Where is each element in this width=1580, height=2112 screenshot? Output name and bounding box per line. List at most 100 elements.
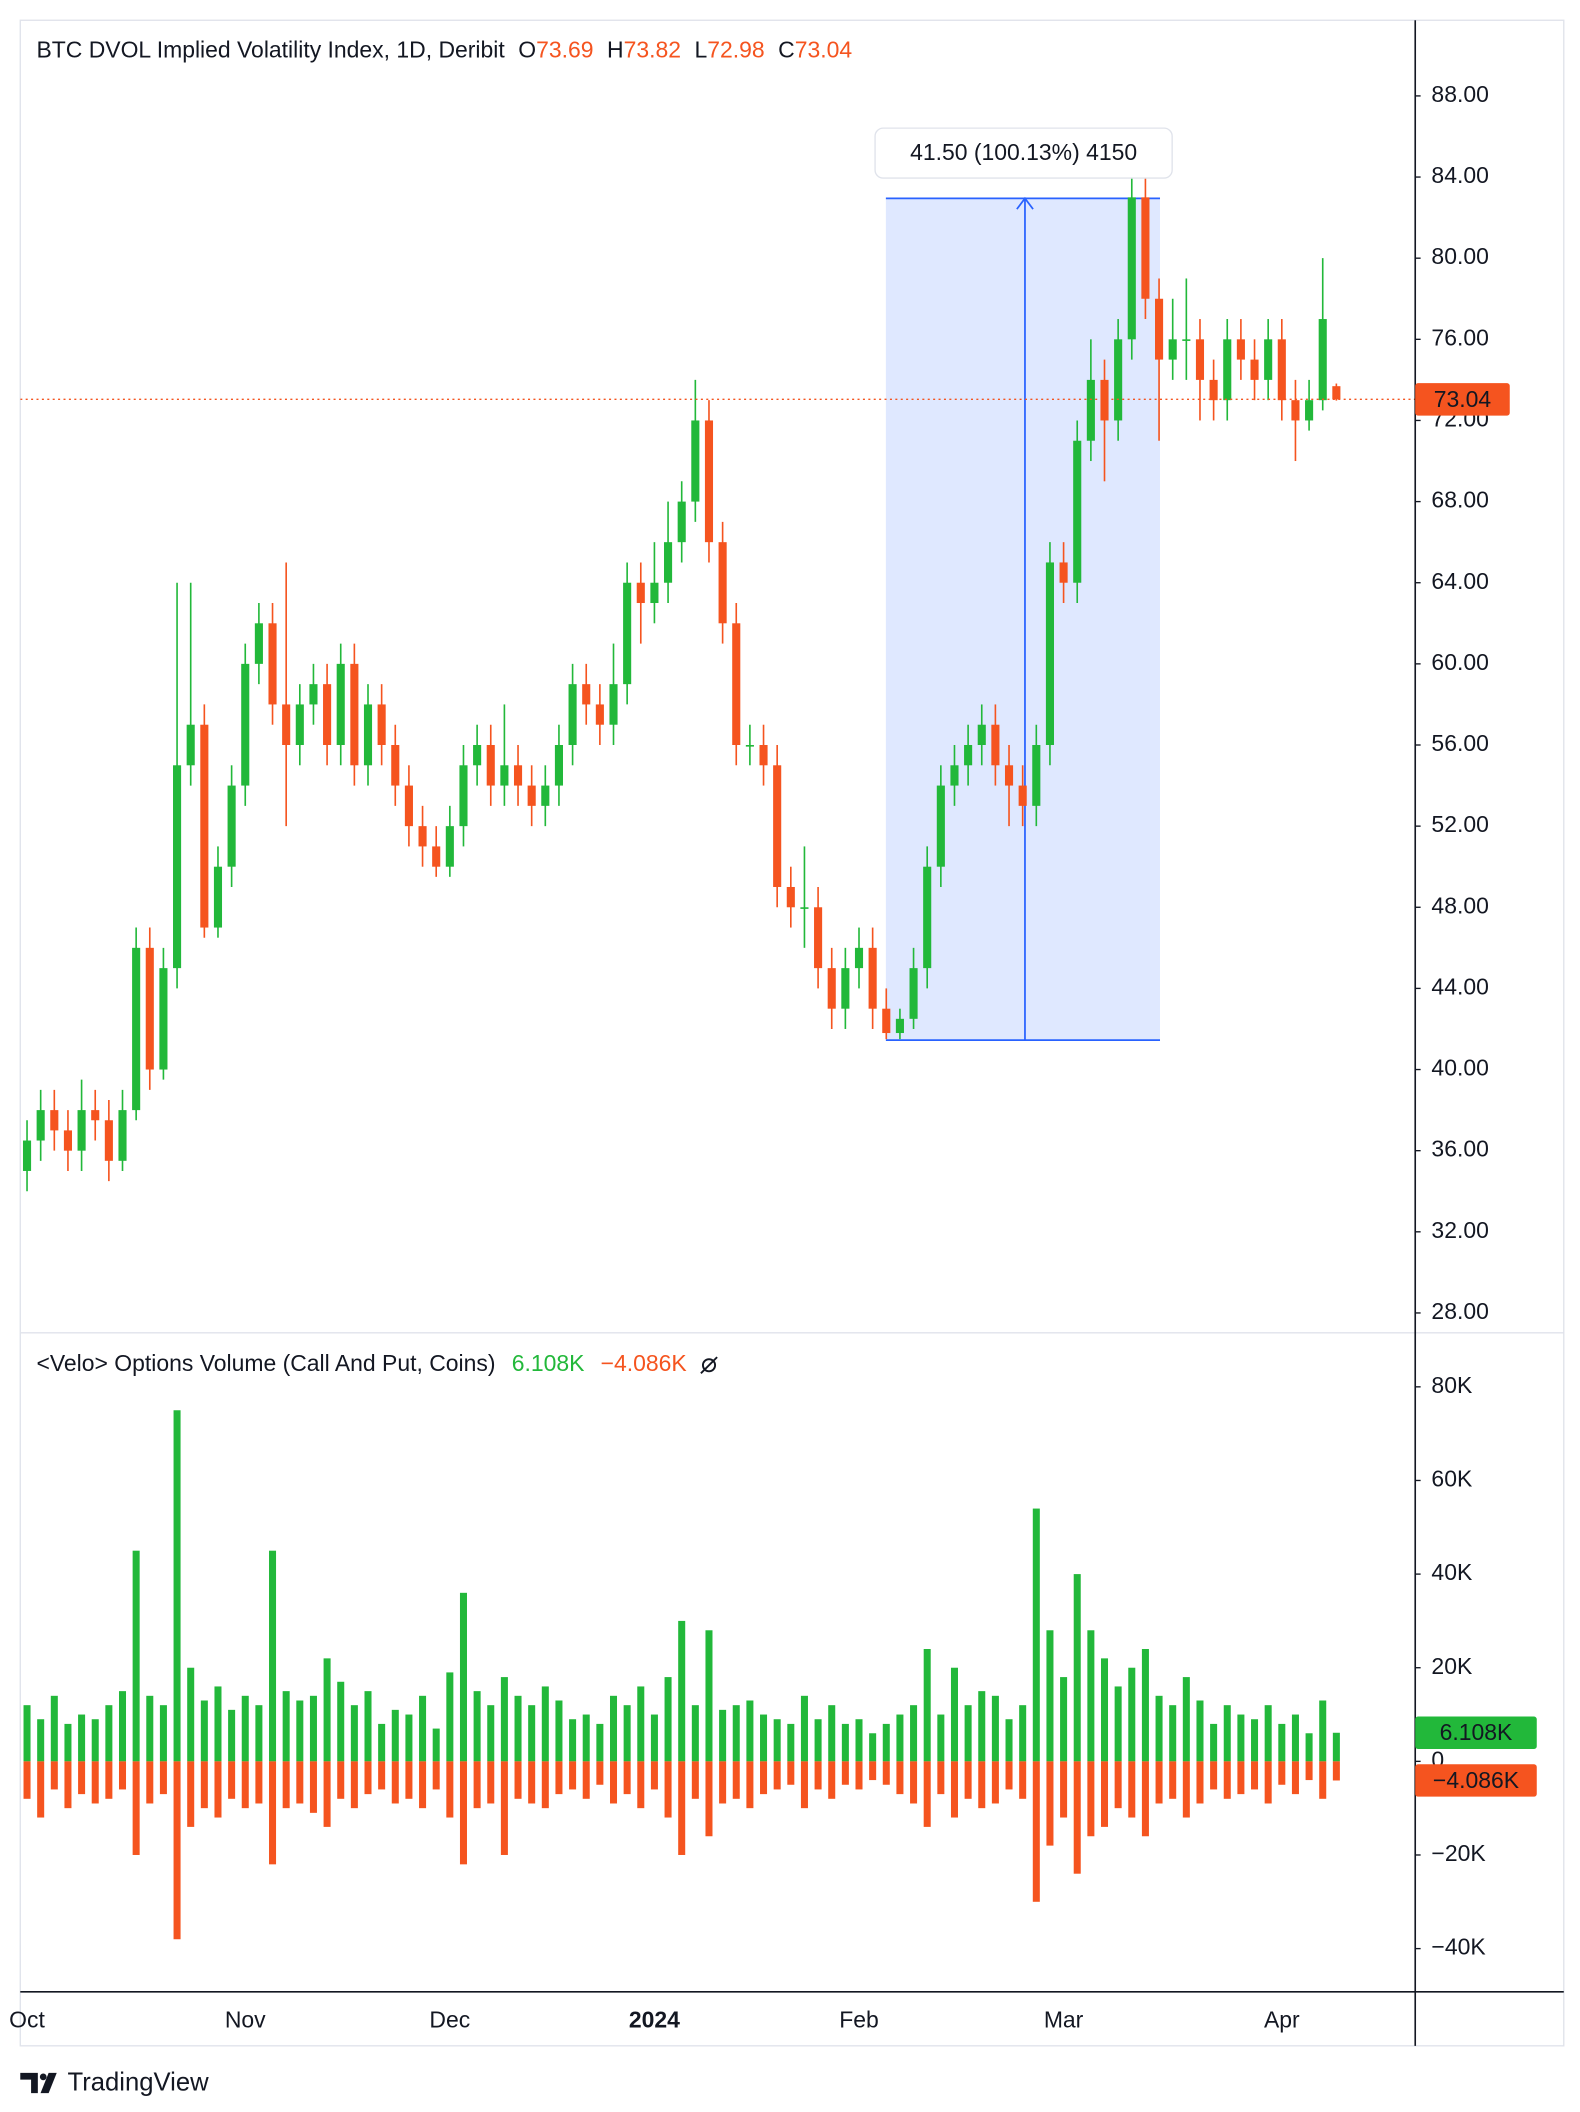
candle-body (759, 745, 768, 766)
volume-bar (446, 1672, 454, 1762)
volume-bar (78, 1761, 86, 1795)
volume-bar (855, 1761, 863, 1790)
volume-bar (1210, 1723, 1218, 1762)
y-tick-label: 36.00 (1431, 1136, 1488, 1162)
volume-bar (650, 1761, 658, 1790)
volume-bar (1100, 1658, 1109, 1762)
volume-bar (337, 1681, 345, 1762)
volume-bar (1128, 1761, 1136, 1818)
candle-body (541, 785, 550, 806)
candle-body (1291, 400, 1300, 421)
candle-body (200, 724, 209, 928)
candle-body (1332, 386, 1341, 400)
candle-body (500, 765, 509, 786)
volume-tag (1415, 1764, 1537, 1797)
volume-bar (364, 1691, 372, 1762)
volume-bar (1182, 1677, 1190, 1762)
volume-bar (132, 1550, 140, 1762)
volume-bar (1291, 1714, 1299, 1762)
y-tick-label: 88.00 (1431, 81, 1488, 107)
volume-bar (309, 1695, 317, 1762)
volume-bar (1291, 1761, 1299, 1795)
volume-bar (173, 1761, 181, 1940)
volume-bar (309, 1761, 317, 1813)
candle-body (595, 704, 604, 725)
candle-body (786, 886, 795, 908)
volume-bar (1155, 1761, 1163, 1804)
volume-bar (323, 1761, 331, 1827)
volume-bar (214, 1761, 222, 1818)
volume-bar (937, 1714, 945, 1762)
measure-label-box (874, 127, 1173, 179)
volume-bar (1251, 1719, 1259, 1762)
volume-bar (214, 1686, 222, 1762)
last-price-label: 73.04 (1434, 386, 1492, 412)
candle-body (391, 745, 400, 786)
volume-bar (555, 1761, 563, 1795)
candle-body (677, 501, 686, 543)
volume-bar (1264, 1705, 1272, 1762)
candle-body (282, 704, 291, 746)
volume-bar (1182, 1761, 1190, 1818)
volume-bar (896, 1761, 904, 1795)
volume-bar (173, 1410, 181, 1762)
candle-body (418, 826, 427, 847)
volume-bar (146, 1695, 154, 1762)
chart-frame (19, 19, 1565, 2047)
volume-bar (719, 1709, 727, 1762)
y-tick-label: 20K (1431, 1653, 1473, 1679)
candle-body (636, 582, 645, 604)
x-tick-label: Dec (429, 2007, 470, 2033)
candle-body (568, 684, 577, 746)
volume-bar (1073, 1761, 1081, 1874)
volume-bar (350, 1761, 358, 1809)
volume-bar (378, 1723, 386, 1762)
candle-body (691, 420, 700, 502)
volume-bar (419, 1761, 427, 1809)
volume-bar (1319, 1700, 1327, 1762)
volume-bar (37, 1719, 45, 1762)
x-tick-label: 2024 (629, 2007, 680, 2033)
volume-bar (760, 1714, 768, 1762)
volume-bar (1032, 1508, 1040, 1762)
candle-body (1155, 298, 1164, 360)
hide-icon[interactable] (700, 1356, 718, 1375)
x-tick-label: Apr (1264, 2007, 1300, 2033)
candle-body (1168, 339, 1177, 360)
volume-bar (991, 1761, 999, 1804)
brand-logo (20, 2072, 57, 2094)
volume-bar (841, 1761, 849, 1785)
volume-bar (596, 1723, 604, 1762)
y-tick-label: 80.00 (1431, 243, 1488, 269)
volume-bar (459, 1592, 467, 1762)
candle-body (854, 947, 864, 969)
volume-bar (50, 1761, 58, 1790)
candle-body (473, 745, 482, 766)
volume-bar (282, 1761, 290, 1809)
volume-bar (1332, 1732, 1340, 1762)
volume-bar (732, 1705, 740, 1762)
volume-bar (91, 1719, 99, 1762)
volume-bar (678, 1620, 686, 1762)
volume-bar (1223, 1705, 1231, 1762)
candle-body (841, 968, 850, 1009)
candle-body (22, 1140, 32, 1171)
candle-body (132, 947, 141, 1111)
candle-body (964, 745, 973, 766)
candle-body (213, 866, 223, 928)
candle-body (800, 907, 809, 909)
volume-bar (882, 1761, 890, 1785)
y-tick-label: 60.00 (1431, 649, 1488, 675)
candle-body (977, 724, 986, 746)
volume-bar (473, 1761, 481, 1809)
y-tick-label: 40K (1431, 1559, 1473, 1585)
volume-bar (746, 1761, 754, 1809)
y-tick-label: 32.00 (1431, 1217, 1488, 1243)
volume-bar (1060, 1761, 1068, 1818)
candle-body (336, 663, 345, 746)
measure-arrowhead (1016, 196, 1034, 210)
candle-body (1141, 197, 1150, 299)
volume-bar (964, 1705, 972, 1762)
volume-bar (105, 1705, 113, 1762)
